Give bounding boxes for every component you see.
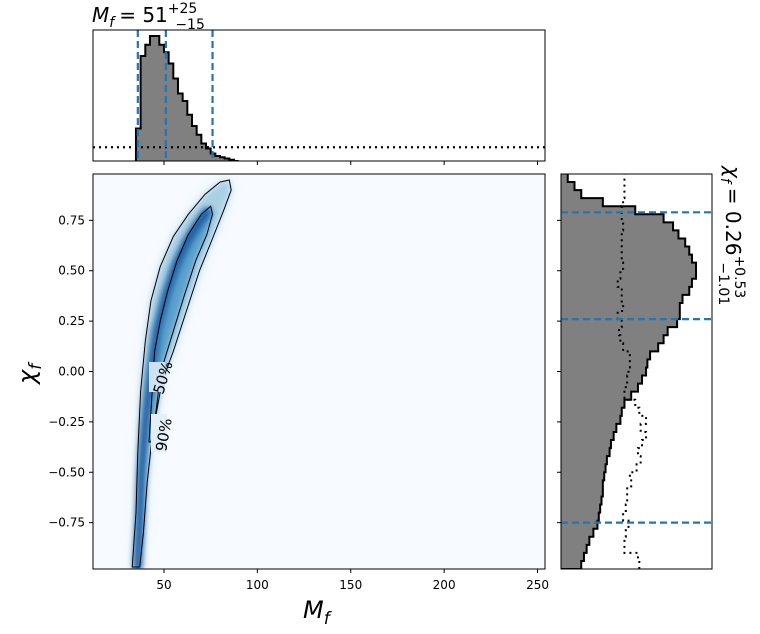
y-tick-label-3: 0.00 [58,365,85,379]
x-tick-label-1: 100 [246,578,269,592]
contour-50-label-gap [149,362,165,392]
y-tick-label-5: 0.50 [58,264,85,278]
x-tick-label-4: 250 [526,578,549,592]
right-quantile-lines [561,211,712,524]
top-marginal-title: Mf = 51+25 −15 [92,1,205,33]
right-marginal-panel: χf= 0.26+0.53−1.01 [557,165,747,570]
top-histogram-outline [134,35,239,161]
top-x-ticks [163,161,539,165]
y-axis-ticks: −0.75 −0.50 −0.25 0.00 0.25 0.50 0.75 [48,213,93,530]
y-tick-label-6: 0.75 [58,213,85,227]
right-y-ticks [557,219,561,524]
y-tick-label-4: 0.25 [58,314,85,328]
y-tick-label-0: −0.75 [48,516,85,530]
y-axis-label: χf [13,361,46,386]
top-histogram-fill [135,36,239,161]
density-ridge [133,207,212,569]
joint-panel: 50% 90% 50 100 150 200 250 −0.75 −0.50 −0.25 0.… [13,173,549,629]
joint-density: 50% 90% [131,179,232,569]
y-tick-label-2: −0.25 [48,415,85,429]
contour-90-label: 90% [152,417,176,453]
x-tick-label-2: 150 [339,578,362,592]
contour-90-label-gap [151,414,167,452]
right-prior-outline [616,174,648,569]
right-histogram-outline [561,174,697,569]
right-marginal-title: χf= 0.26+0.53−1.01 [715,165,747,305]
x-axis-ticks: 50 100 150 200 250 [156,569,549,592]
top-marginal-panel: Mf = 51+25 −15 [92,1,546,165]
joint-background [93,174,545,569]
x-tick-label-0: 50 [156,578,171,592]
x-axis-label: Mf [303,596,333,629]
top-marginal-frame [92,29,546,162]
x-tick-label-3: 200 [433,578,456,592]
y-tick-label-1: −0.50 [48,465,85,479]
